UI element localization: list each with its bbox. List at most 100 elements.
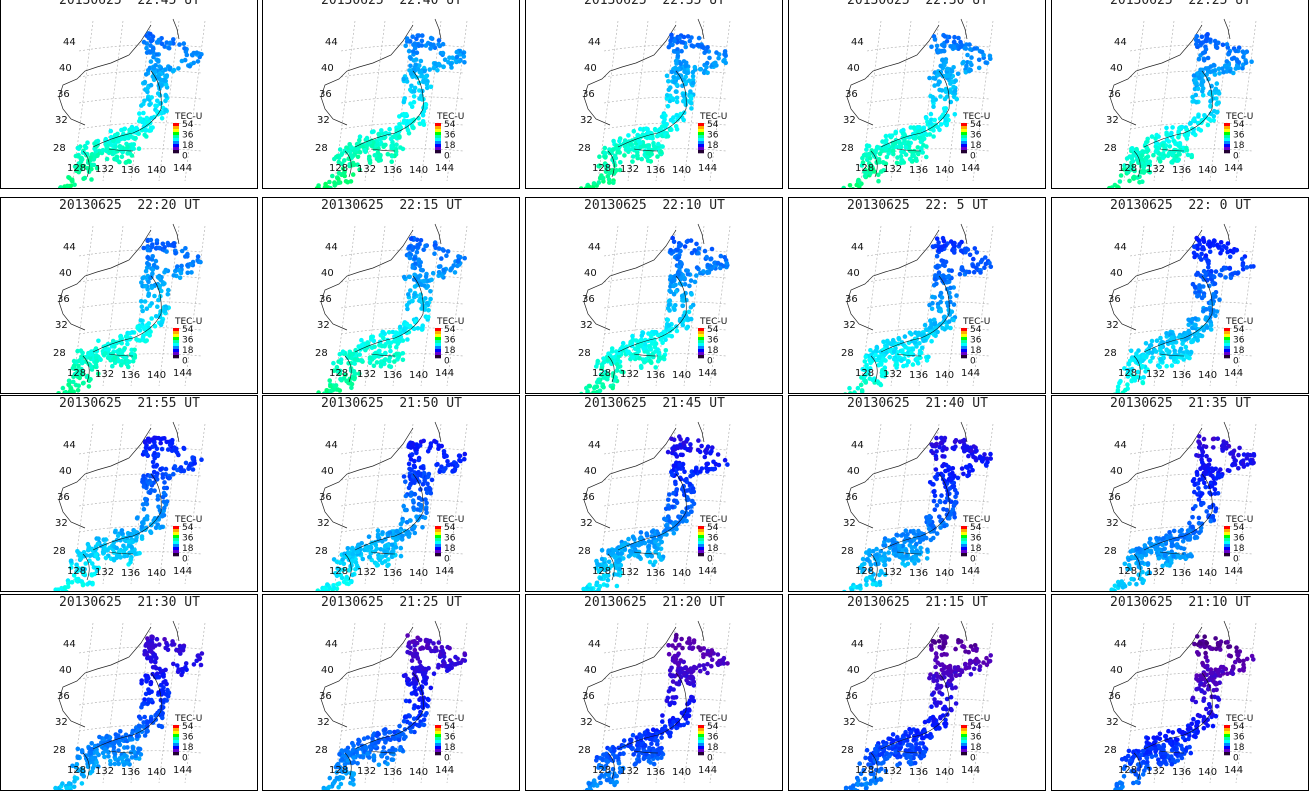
latitude-label: 40 — [584, 466, 597, 477]
longitude-label: 140 — [147, 165, 166, 176]
longitude-label: 132 — [620, 164, 639, 175]
latitude-label: 28 — [578, 745, 591, 756]
latitude-label: 40 — [1110, 665, 1123, 676]
longitude-label: 140 — [935, 370, 954, 381]
latitude-label: 44 — [325, 242, 338, 253]
longitude-label: 140 — [409, 767, 428, 778]
legend-tick: 54 — [707, 523, 719, 533]
longitude-label: 136 — [383, 767, 402, 778]
longitude-label: 144 — [961, 566, 980, 577]
latitude-label: 32 — [1106, 518, 1119, 529]
latitude-label: 44 — [851, 37, 864, 48]
legend-tick: 0 — [444, 152, 450, 162]
latitude-label: 32 — [317, 115, 330, 126]
legend-tick: 54 — [970, 722, 982, 732]
latitude-label: 28 — [53, 348, 66, 359]
legend-tick: 18 — [444, 141, 456, 151]
latitude-label: 44 — [1114, 639, 1127, 650]
latitude-label: 36 — [1108, 89, 1121, 100]
longitude-label: 136 — [1172, 767, 1191, 778]
legend-tick: 0 — [1233, 754, 1239, 764]
latitude-label: 36 — [582, 89, 595, 100]
latitude-label: 44 — [588, 440, 601, 451]
latitude-label: 32 — [317, 717, 330, 728]
longitude-label: 140 — [935, 165, 954, 176]
longitude-label: 132 — [1146, 369, 1165, 380]
legend-tick: 0 — [444, 555, 450, 565]
longitude-label: 140 — [672, 165, 691, 176]
latitude-label: 32 — [580, 717, 593, 728]
legend-tick: 0 — [444, 754, 450, 764]
longitude-label: 144 — [961, 765, 980, 776]
legend-tick: 18 — [707, 141, 719, 151]
longitude-label: 144 — [435, 566, 454, 577]
longitude-label: 144 — [173, 368, 192, 379]
latitude-label: 36 — [319, 294, 332, 305]
legend-tick: 54 — [444, 722, 456, 732]
longitude-label: 128 — [592, 368, 611, 379]
legend-tick: 36 — [707, 733, 719, 743]
legend-tick: 18 — [707, 743, 719, 753]
longitude-label: 136 — [383, 165, 402, 176]
longitude-label: 132 — [883, 369, 902, 380]
latitude-label: 44 — [851, 440, 864, 451]
longitude-label: 136 — [646, 165, 665, 176]
latitude-label: 28 — [315, 143, 328, 154]
legend-tick: 18 — [1233, 346, 1245, 356]
legend-tick: 54 — [1233, 120, 1245, 130]
latitude-label: 28 — [1104, 546, 1117, 557]
latitude-label: 28 — [578, 348, 591, 359]
longitude-label: 128 — [592, 163, 611, 174]
latitude-label: 28 — [315, 348, 328, 359]
legend-tick: 36 — [444, 336, 456, 346]
longitude-label: 140 — [672, 370, 691, 381]
longitude-label: 132 — [357, 766, 376, 777]
latitude-label: 36 — [582, 294, 595, 305]
longitude-label: 140 — [1198, 165, 1217, 176]
legend-tick: 0 — [707, 357, 713, 367]
latitude-label: 40 — [584, 63, 597, 74]
longitude-label: 136 — [909, 767, 928, 778]
latitude-label: 28 — [315, 546, 328, 557]
latitude-label: 40 — [1110, 63, 1123, 74]
latitude-label: 36 — [845, 492, 858, 503]
latitude-label: 28 — [578, 546, 591, 557]
latitude-label: 40 — [59, 63, 72, 74]
legend-tick: 54 — [970, 120, 982, 130]
longitude-label: 132 — [1146, 164, 1165, 175]
latitude-label: 36 — [582, 492, 595, 503]
legend-tick: 36 — [1233, 733, 1245, 743]
longitude-label: 128 — [329, 566, 348, 577]
legend-tick: 54 — [1233, 523, 1245, 533]
latitude-label: 40 — [847, 63, 860, 74]
latitude-label: 36 — [319, 691, 332, 702]
latitude-label: 32 — [1106, 717, 1119, 728]
longitude-label: 128 — [67, 368, 86, 379]
legend-tick: 36 — [707, 534, 719, 544]
latitude-label: 32 — [55, 518, 68, 529]
latitude-label: 40 — [59, 665, 72, 676]
longitude-label: 140 — [935, 568, 954, 579]
legend-tick: 54 — [1233, 325, 1245, 335]
